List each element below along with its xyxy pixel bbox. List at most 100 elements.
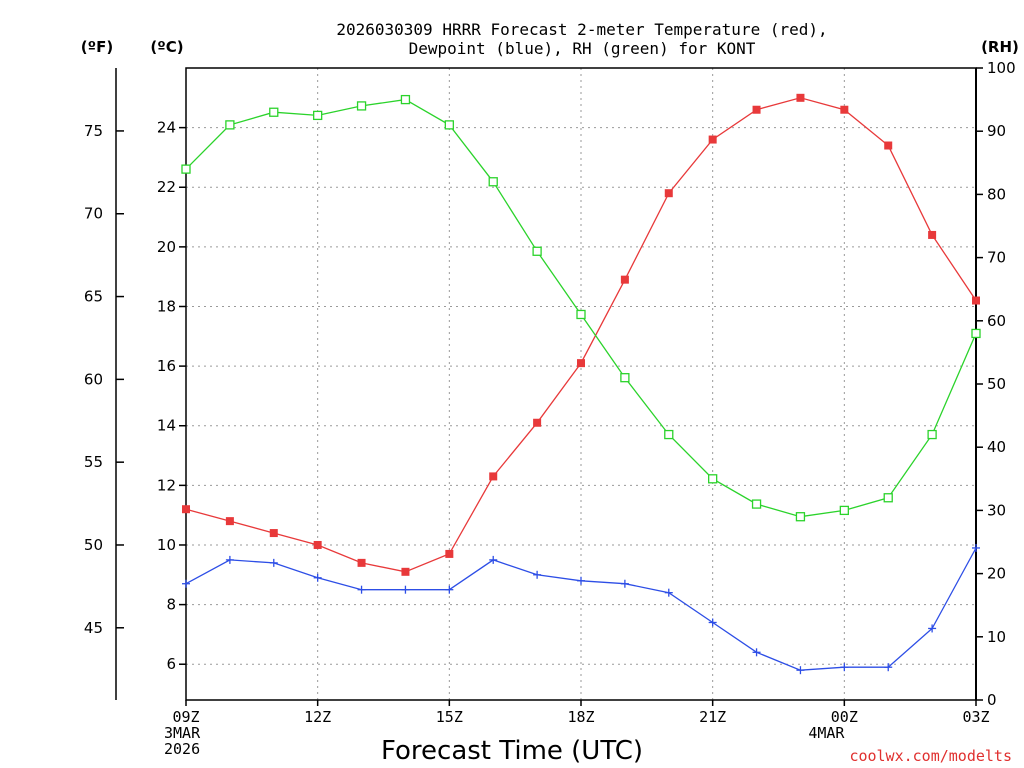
dewpoint-point: [489, 555, 498, 564]
rh-point: [927, 429, 937, 440]
rh-tick-label: 40: [987, 438, 1006, 456]
dewpoint-point: [182, 579, 190, 588]
temperature-point: [357, 558, 366, 567]
series-lines: [181, 93, 981, 675]
x-tick-label: 12Z: [304, 708, 331, 726]
dewpoint-point: [269, 558, 278, 567]
rh-point: [576, 309, 586, 320]
rh-point: [488, 177, 498, 187]
dewpoint-point: [533, 570, 542, 579]
x-tick-label: 2026: [164, 740, 200, 758]
fahrenheit-tick-label: 50: [84, 536, 103, 554]
temperature-point: [928, 230, 937, 239]
rh-tick-label: 10: [987, 628, 1006, 646]
celsius-tick-label: 22: [157, 178, 176, 196]
axis-ticks: 6 8 10 12 14 16 18 20 22 24 45 50 55 60 65 70 75 0 10 20 30 4…: [84, 59, 1016, 758]
rh-point: [839, 505, 849, 516]
dewpoint-point: [313, 573, 322, 582]
dewpoint-point: [401, 585, 410, 594]
dewpoint-point: [796, 666, 805, 675]
rh-point: [883, 493, 893, 503]
dewpoint-point: [357, 585, 366, 594]
rh-point: [708, 474, 718, 484]
temperature-point: [664, 189, 673, 198]
temperature-point: [752, 105, 761, 114]
rh-point: [181, 164, 191, 174]
rh-point: [620, 373, 630, 383]
rh-tick-label: 80: [987, 185, 1006, 203]
temperature-point: [182, 505, 190, 514]
rh-tick-label: 60: [987, 312, 1006, 330]
rh-tick-label: 20: [987, 565, 1006, 583]
celsius-tick-label: 20: [157, 238, 176, 256]
x-axis-label: Forecast Time (UTC): [381, 736, 643, 766]
rh-unit-label: (RH): [981, 38, 1019, 56]
rh-point: [313, 110, 323, 121]
x-tick-label: 3MAR: [164, 724, 201, 742]
temperature-point: [401, 567, 410, 576]
rh-point: [795, 512, 806, 522]
celsius-tick-label: 6: [166, 655, 176, 673]
credit-text: coolwx.com/modelts: [849, 747, 1012, 765]
rh-tick-label: 50: [987, 375, 1006, 393]
temperature-point: [533, 418, 542, 427]
dewpoint-point: [972, 543, 980, 552]
celsius-tick-label: 24: [157, 119, 176, 137]
rh-point: [971, 328, 981, 339]
celsius-tick-label: 8: [166, 596, 176, 614]
dewpoint-point: [708, 618, 717, 627]
temperature-point: [577, 359, 585, 368]
celsius-tick-label: 14: [157, 417, 176, 435]
rh-tick-label: 100: [987, 59, 1016, 77]
celsius-tick-label: 18: [157, 297, 176, 315]
rh-point: [444, 120, 454, 130]
fahrenheit-tick-label: 75: [84, 122, 103, 140]
rh-point: [225, 120, 235, 130]
fahrenheit-tick-label: 45: [84, 619, 103, 637]
fahrenheit-tick-label: 65: [84, 288, 103, 306]
celsius-tick-label: 12: [157, 476, 176, 494]
x-tick-label: 03Z: [962, 708, 989, 726]
temperature-point: [972, 296, 980, 305]
temperature-point: [708, 135, 717, 144]
rh-point: [356, 101, 367, 111]
rh-tick-label: 90: [987, 122, 1006, 140]
temperature-point: [489, 472, 498, 481]
rh-point: [751, 499, 762, 509]
fahrenheit-tick-label: 70: [84, 205, 103, 223]
celsius-unit-label: (ºC): [150, 38, 183, 56]
x-tick-label: 09Z: [172, 708, 199, 726]
temperature-point: [796, 93, 805, 102]
fahrenheit-tick-label: 55: [84, 453, 103, 471]
dewpoint-point: [577, 576, 585, 585]
x-tick-label: 4MAR: [808, 724, 845, 742]
fahrenheit-tick-label: 60: [84, 370, 103, 388]
dewpoint-point: [840, 663, 849, 672]
temperature-point: [840, 105, 849, 114]
temperature-point: [269, 529, 278, 538]
dewpoint-point: [620, 579, 629, 588]
chart-title-line-2: Dewpoint (blue), RH (green) for KONT: [409, 39, 756, 58]
rh-tick-label: 0: [987, 691, 997, 709]
x-tick-label: 21Z: [699, 708, 726, 726]
dewpoint-point: [752, 648, 761, 657]
dewpoint-point: [225, 555, 234, 564]
rh-point: [269, 107, 279, 117]
temperature-point: [225, 517, 234, 526]
chart-title-line-1: 2026030309 HRRR Forecast 2-meter Tempera…: [336, 20, 827, 39]
dewpoint-point: [884, 663, 893, 672]
celsius-tick-label: 10: [157, 536, 176, 554]
plot-frame: [185, 67, 977, 701]
temperature-point: [313, 540, 322, 549]
rh-point: [400, 94, 411, 105]
dewpoint-point: [664, 588, 673, 597]
grid-lines: [186, 68, 976, 700]
celsius-tick-label: 16: [157, 357, 176, 375]
rh-point: [532, 246, 542, 256]
fahrenheit-unit-label: (ºF): [81, 38, 113, 56]
temperature-point: [620, 275, 629, 284]
rh-tick-label: 70: [987, 249, 1006, 267]
dewpoint-point: [445, 585, 454, 594]
rh-point: [664, 429, 674, 440]
